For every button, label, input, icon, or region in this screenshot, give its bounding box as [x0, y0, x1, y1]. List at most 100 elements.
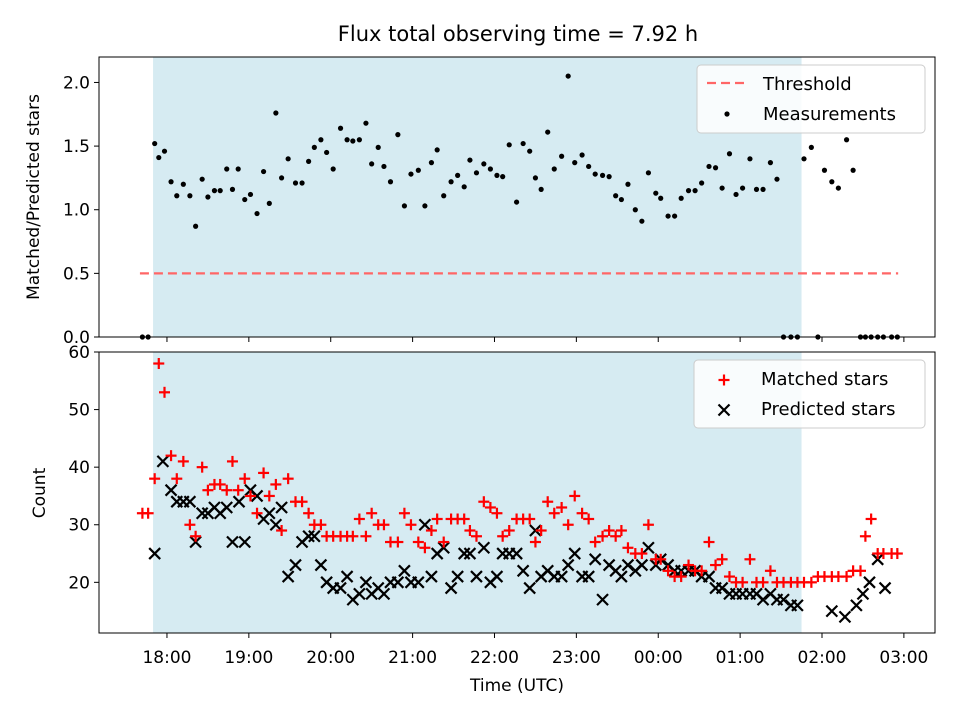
predicted-star-marker	[302, 529, 315, 543]
predicted-star-marker	[425, 570, 438, 583]
bottom-x-axis: 18:00 19:00 20:00 21:00 22:00 23:00 00:00 01:00…	[142, 633, 928, 668]
predicted-star-marker	[391, 576, 405, 589]
measurement-point	[247, 191, 254, 198]
matched-star-marker	[497, 530, 509, 542]
matched-star-marker	[622, 542, 634, 554]
measurement-point	[311, 144, 317, 150]
measurement-point	[494, 172, 500, 178]
cross-b	[764, 587, 777, 601]
measurement-point	[205, 194, 211, 200]
measurement-point	[211, 188, 218, 194]
measurement-point	[273, 110, 279, 116]
measurement-points	[139, 73, 900, 340]
matched-star-marker	[636, 548, 648, 560]
matched-star-marker	[270, 478, 282, 490]
measurement-point	[356, 137, 362, 143]
matched-star-marker	[258, 467, 270, 479]
matched-star-marker	[583, 513, 595, 525]
cross-b	[340, 570, 354, 583]
matched-star-marker	[716, 553, 728, 565]
cross-b	[490, 570, 504, 583]
matched-star-marker	[710, 559, 722, 571]
cross-b	[263, 506, 276, 520]
legend-measurements-swatch	[724, 111, 730, 117]
cross-b	[568, 547, 582, 560]
matched-star-marker	[655, 553, 667, 565]
top-y-tick-label: 0.0	[63, 328, 90, 348]
predicted-star-marker	[334, 581, 347, 595]
cross-b	[510, 547, 523, 560]
measurement-point	[330, 166, 336, 172]
matched-star-marker	[353, 513, 365, 525]
matched-star-marker	[392, 536, 404, 548]
measurement-point	[174, 193, 180, 199]
matched-star-marker	[315, 519, 327, 531]
measurement-point	[538, 186, 544, 192]
matched-star-marker	[556, 501, 568, 513]
measurement-point	[344, 137, 350, 143]
matched-star-marker	[615, 525, 627, 537]
measurement-point	[217, 188, 223, 194]
measurement-point	[434, 147, 440, 153]
measurement-point	[532, 175, 539, 181]
cross-b	[642, 541, 655, 555]
predicted-star-marker	[856, 587, 870, 601]
legend-predicted-swatch	[717, 403, 731, 417]
measurement-point	[618, 196, 624, 203]
measurement-point	[266, 200, 272, 206]
measurement-point	[685, 188, 692, 194]
measurement-point	[428, 160, 435, 166]
matched-star-marker	[610, 530, 622, 542]
predicted-star-marker	[791, 599, 804, 612]
predicted-star-marker	[263, 506, 276, 520]
predicted-star-marker	[183, 495, 197, 508]
matched-star-marker	[524, 513, 536, 525]
matched-star-marker	[347, 530, 359, 542]
bottom-x-tick-label: 19:00	[224, 648, 273, 668]
matched-star-marker	[412, 536, 424, 548]
measurement-point	[658, 195, 664, 201]
matched-star-marker	[484, 501, 496, 513]
measurement-point	[199, 176, 205, 182]
bottom-panel: 20 30 40 50 60 18:00 19:00 20:00 21:00 22:00 23:0…	[30, 343, 936, 696]
measurement-point	[829, 179, 835, 185]
matched-star-marker	[696, 565, 708, 577]
predicted-star-marker	[523, 581, 536, 595]
bottom-y-tick-label: 40	[68, 458, 90, 478]
predicted-star-marker	[250, 489, 264, 503]
predicted-star-marker	[702, 570, 716, 583]
cross-b	[425, 570, 438, 583]
predicted-star-marker	[470, 570, 483, 583]
cross-b	[878, 581, 892, 595]
matched-star-marker	[841, 571, 853, 583]
predicted-star-marker	[596, 593, 609, 606]
matched-star-marker	[244, 490, 256, 502]
cross-b	[863, 576, 876, 589]
top-y-tick-label: 0.5	[63, 264, 90, 284]
measurement-point	[625, 181, 631, 187]
measurement-point	[801, 156, 807, 162]
predicted-star-marker	[195, 506, 209, 520]
cross-b	[463, 547, 477, 560]
cross-b	[220, 501, 234, 514]
measurement-point	[706, 163, 712, 170]
measurement-point	[278, 175, 285, 181]
predicted-star-marker	[490, 570, 504, 583]
cross-b	[371, 581, 385, 595]
measurement-point	[645, 170, 652, 176]
measurement-point	[712, 165, 719, 171]
measurement-point	[156, 154, 162, 161]
cross-b	[871, 553, 884, 566]
measurement-point	[285, 156, 291, 162]
measurement-point	[586, 163, 592, 170]
predicted-star-marker	[359, 576, 373, 589]
matched-star-marker	[891, 548, 903, 560]
measurement-point	[168, 179, 174, 185]
measurement-point	[520, 140, 526, 147]
predicted-star-marker	[238, 535, 252, 549]
bottom-x-axis-label: Time (UTC)	[469, 676, 564, 696]
matched-star-marker	[366, 507, 378, 519]
cross-b	[195, 506, 209, 520]
measurement-point	[441, 193, 447, 199]
measurement-point	[292, 180, 299, 186]
